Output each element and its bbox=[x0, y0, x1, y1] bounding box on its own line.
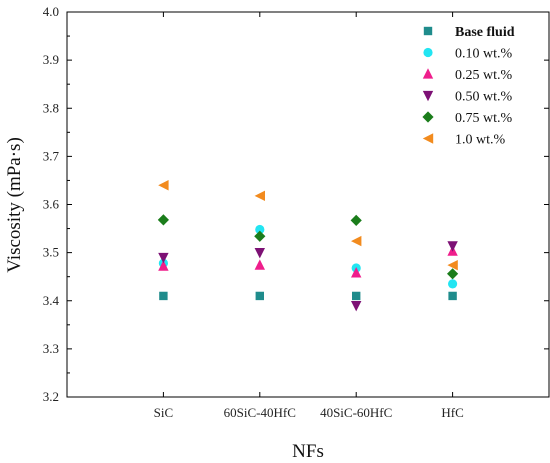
legend: Base fluid 0.10 wt.% 0.25 wt.% 0.50 wt.% 0.7… bbox=[422, 25, 515, 148]
y-tick-label: 3.7 bbox=[43, 148, 60, 163]
x-ticks: SiC 60SiC-40HfC 40SiC-60HfC HfC bbox=[154, 12, 464, 420]
legend-marker bbox=[423, 47, 433, 58]
data-point bbox=[447, 268, 459, 280]
data-point bbox=[254, 230, 266, 242]
y-tick-label: 3.6 bbox=[43, 197, 60, 212]
legend-label: Base fluid bbox=[455, 25, 515, 40]
data-point bbox=[158, 260, 169, 271]
x-axis-label: NFs bbox=[292, 441, 324, 462]
data-point bbox=[350, 214, 362, 226]
y-tick-label: 3.9 bbox=[43, 52, 59, 67]
data-point bbox=[352, 291, 361, 301]
data-point bbox=[255, 291, 264, 301]
data-points bbox=[157, 180, 459, 312]
legend-marker bbox=[422, 133, 434, 144]
data-point bbox=[157, 214, 169, 226]
data-point bbox=[351, 300, 362, 312]
legend-label: 0.50 wt.% bbox=[455, 90, 513, 105]
legend-label: 0.25 wt.% bbox=[455, 68, 513, 83]
data-point bbox=[254, 248, 265, 259]
data-point bbox=[447, 241, 458, 252]
y-tick-label: 3.5 bbox=[43, 245, 59, 260]
data-point bbox=[158, 180, 169, 191]
legend-label: 0.75 wt.% bbox=[455, 111, 513, 126]
data-point bbox=[254, 190, 265, 202]
data-point bbox=[448, 279, 458, 289]
legend-marker bbox=[423, 26, 433, 36]
legend-marker bbox=[422, 68, 434, 79]
data-point bbox=[158, 252, 169, 264]
y-tick-label: 3.4 bbox=[43, 293, 60, 308]
data-point bbox=[351, 235, 362, 247]
data-point bbox=[447, 259, 458, 271]
x-tick-label: HfC bbox=[441, 405, 463, 420]
y-tick-label: 3.2 bbox=[43, 389, 59, 404]
data-point bbox=[351, 267, 362, 278]
legend-marker bbox=[422, 111, 434, 123]
data-point bbox=[159, 291, 168, 301]
data-point bbox=[255, 224, 265, 235]
legend-label: 1.0 wt.% bbox=[455, 133, 506, 148]
y-tick-label: 4.0 bbox=[43, 4, 59, 19]
x-tick-label: 40SiC-60HfC bbox=[320, 405, 392, 420]
x-tick-label: SiC bbox=[154, 405, 174, 420]
legend-label: 0.10 wt.% bbox=[455, 47, 513, 62]
y-ticks: 3.2 3.3 3.4 3.5 3.6 3.7 3.8 3.9 4.0 bbox=[43, 4, 549, 404]
x-tick-label: 60SiC-40HfC bbox=[224, 405, 296, 420]
data-point bbox=[254, 259, 265, 270]
legend-marker bbox=[422, 90, 434, 102]
y-tick-label: 3.8 bbox=[43, 100, 59, 115]
data-point bbox=[448, 291, 457, 301]
y-tick-label: 3.3 bbox=[43, 341, 59, 356]
y-axis-label: Viscosity (mPa·s) bbox=[4, 137, 25, 273]
